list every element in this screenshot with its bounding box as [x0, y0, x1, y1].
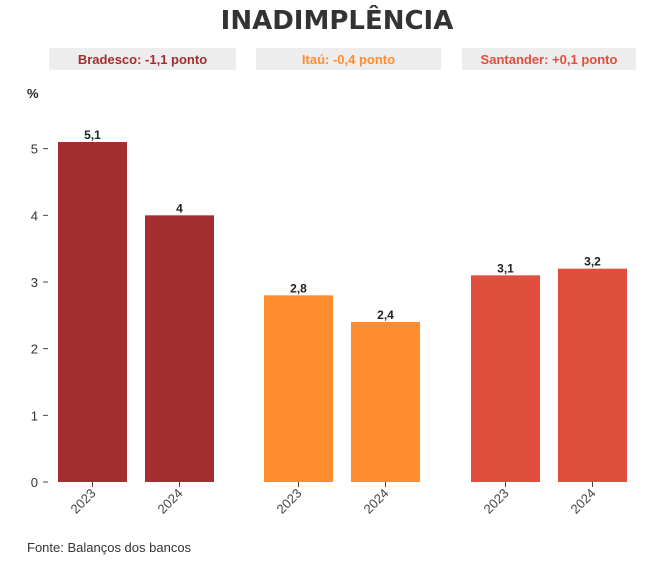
y-axis-label: % [27, 86, 39, 101]
chart-title: INADIMPLÊNCIA [221, 4, 454, 36]
banner-itaú: Itaú: -0,4 ponto [302, 52, 395, 67]
y-tick-label: 4 [31, 208, 38, 223]
data-label: 5,1 [84, 128, 101, 142]
x-tick-label: 2023 [481, 486, 512, 517]
x-tick-label: 2024 [568, 486, 599, 517]
bar-santander-2023 [471, 275, 540, 482]
banners: Bradesco: -1,1 ponto Itaú: -0,4 ponto Sant… [49, 48, 636, 70]
x-tick-label: 2024 [155, 486, 186, 517]
banner-santander-box [462, 48, 636, 70]
data-label: 2,4 [377, 308, 394, 322]
x-tick-label: 2023 [274, 486, 305, 517]
x-tick-label: 2023 [68, 486, 99, 517]
bar-itaú-2024 [351, 322, 420, 482]
banner-santander: Santander: +0,1 ponto [481, 52, 618, 67]
source-note: Fonte: Balanços dos bancos [27, 540, 192, 555]
banner-itaú-box [256, 48, 441, 70]
bar-santander-2024 [558, 268, 627, 482]
x-axis: 2023 2024 2023 2024 2023 2024 [68, 482, 599, 517]
data-label: 3,2 [584, 255, 601, 269]
banner-bradesco-box [49, 48, 236, 70]
x-tick-label: 2024 [361, 486, 392, 517]
y-tick-label: 2 [31, 342, 38, 357]
y-tick-label: 5 [31, 142, 38, 157]
y-tick-label: 0 [31, 475, 38, 490]
y-tick-label: 1 [31, 408, 38, 423]
data-label: 3,1 [497, 261, 514, 275]
y-axis: 0 1 2 3 4 5 [31, 142, 48, 490]
y-tick-label: 3 [31, 275, 38, 290]
bar-bradesco-2023 [58, 142, 127, 482]
bar-bradesco-2024 [145, 215, 214, 483]
banner-bradesco: Bradesco: -1,1 ponto [78, 52, 207, 67]
bars: 5,1 4 2,8 2,4 3,1 3,2 [58, 128, 627, 483]
bar-itaú-2023 [264, 295, 333, 482]
data-label: 2,8 [290, 281, 307, 295]
data-label: 4 [176, 201, 183, 215]
